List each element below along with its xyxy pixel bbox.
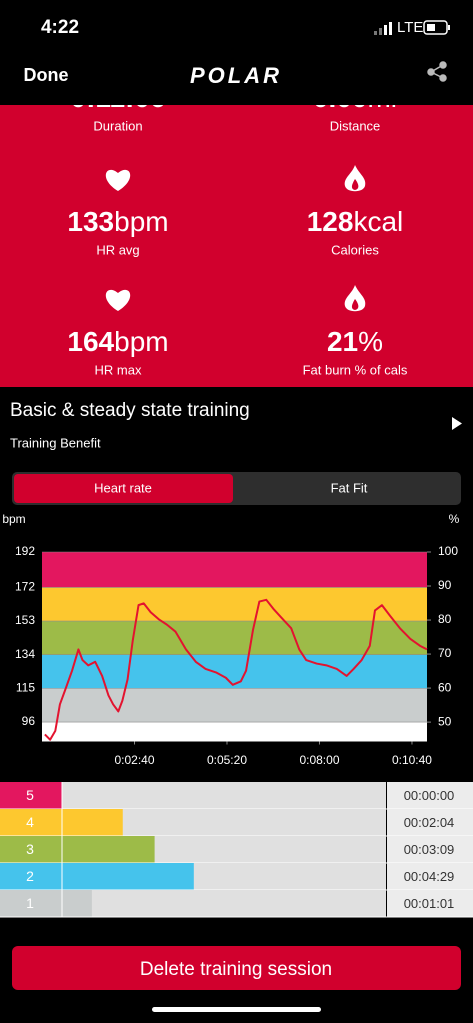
tab-selected [14, 474, 233, 503]
y-tick-label: 192 [15, 544, 35, 558]
y2-tick-label: 60 [438, 680, 452, 694]
stat-unit: % [358, 326, 383, 357]
y-tick-label: 115 [16, 681, 35, 695]
training-subtitle: Training Benefit [10, 435, 101, 450]
home-indicator [152, 1007, 321, 1012]
zone-bar [62, 890, 92, 917]
zone-time-cell [387, 890, 473, 917]
x-tick-label: 0:05:20 [207, 753, 247, 767]
zone-time-cell [387, 863, 473, 890]
zone-bar [62, 809, 123, 836]
zone-time-cell [387, 809, 473, 836]
stat-unit: mi [367, 82, 397, 113]
zone-number-cell [0, 836, 62, 863]
zone-band [42, 552, 427, 588]
tab[interactable]: Fat Fit [331, 480, 368, 495]
stat-number: 164 [67, 326, 114, 357]
zone-time-cell [387, 782, 473, 809]
summary-grid: 0:11:06Duration0.00miDistance133bpmHR av… [67, 82, 408, 377]
heart-icon [105, 289, 131, 311]
zone-time: 00:02:04 [404, 815, 455, 830]
flame-icon [344, 165, 366, 192]
y-tick-label: 96 [22, 714, 36, 728]
zone-bar [62, 836, 155, 863]
delete-label: Delete training session [140, 959, 332, 980]
stat-label: HR avg [96, 242, 139, 257]
zone-number: 2 [26, 868, 34, 884]
logo: POLAR [190, 63, 282, 88]
y-tick-label: 134 [15, 647, 35, 661]
stat-value: 133bpm [67, 206, 168, 237]
x-tick-label: 0:02:40 [114, 753, 154, 767]
battery-icon [423, 20, 450, 35]
y2-tick-label: 70 [438, 646, 452, 660]
stat-unit: kcal [353, 206, 403, 237]
stat-unit: bpm [114, 326, 168, 357]
done-button[interactable]: Done [24, 65, 69, 85]
zone-number-cell [0, 782, 62, 809]
zone-time: 00:04:29 [404, 869, 455, 884]
x-tick-label: 0:10:40 [392, 753, 432, 767]
stat-value: 128kcal [307, 206, 404, 237]
zone-band [42, 587, 427, 622]
clock: 4:22 [41, 17, 79, 38]
stat-value: 164bpm [67, 326, 168, 357]
zone-number-cell [0, 863, 62, 890]
expand-arrow[interactable] [452, 417, 462, 430]
zone-band [42, 688, 427, 723]
stat-number: 0.00 [313, 82, 368, 113]
stat-value: 0.00mi [313, 82, 397, 113]
zone-table: 5 00:00:00 4 00:02:04 3 00:03:09 2 00:04:29 1 00:… [0, 782, 473, 918]
zone-number: 5 [26, 787, 34, 803]
y-tick-label: 172 [15, 580, 35, 594]
stat-label: HR max [95, 362, 142, 377]
signal-icon [374, 22, 392, 35]
y2-tick-label: 50 [438, 714, 452, 728]
zone-number: 4 [26, 814, 34, 830]
flame-icon [344, 285, 366, 312]
tab[interactable]: Heart rate [94, 480, 152, 495]
stat-unit: bpm [114, 206, 168, 237]
zone-number-cell [0, 809, 62, 836]
zone-number-cell [0, 890, 62, 917]
network: LTE [397, 19, 423, 36]
zone-time-cell [387, 836, 473, 863]
zone-time: 00:00:00 [404, 788, 455, 803]
chart: 96 115 134 153 172 192 50 60 70 80 90 100 0:02:40 0:0… [15, 544, 458, 767]
zone-time: 00:03:09 [404, 842, 455, 857]
share-button[interactable] [427, 61, 447, 82]
stat-value: 0:11:06 [71, 82, 166, 113]
delete-button[interactable] [12, 946, 461, 990]
zone-number: 1 [26, 895, 34, 911]
stat-number: 133 [67, 206, 114, 237]
stat-number: 0:11:06 [71, 82, 166, 113]
zone-track [0, 782, 386, 809]
y-tick-label: 153 [15, 613, 35, 627]
y-axis-label: bpm [2, 512, 25, 526]
stat-value: 21% [327, 326, 383, 357]
stat-number: 21 [327, 326, 358, 357]
y2-tick-label: 80 [438, 612, 452, 626]
stat-label: Calories [331, 242, 379, 257]
zone-time: 00:01:01 [404, 896, 455, 911]
stat-number: 128 [307, 206, 354, 237]
zone-number: 3 [26, 841, 34, 857]
zone-band [42, 654, 427, 689]
zone-bar [62, 863, 194, 890]
summary-panel [0, 105, 473, 387]
y2-tick-label: 100 [438, 544, 458, 558]
y2-tick-label: 90 [438, 578, 452, 592]
stat-label: Distance [330, 118, 381, 133]
stat-label: Fat burn % of cals [303, 362, 408, 377]
zone-band [42, 621, 427, 655]
heart-icon [105, 169, 131, 191]
training-title: Basic & steady state training [10, 400, 250, 421]
y2-axis-label: % [449, 512, 460, 526]
stat-label: Duration [93, 118, 142, 133]
x-tick-label: 0:08:00 [299, 753, 339, 767]
heart-rate-line [44, 598, 428, 741]
